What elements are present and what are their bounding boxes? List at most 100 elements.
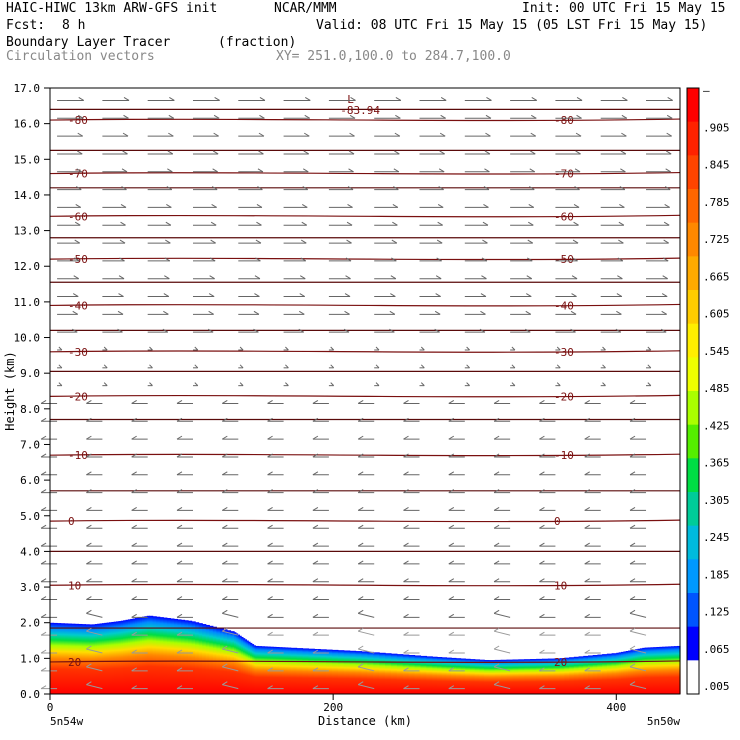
contour-label: -50 (554, 253, 574, 266)
circulation-vector-head (117, 310, 124, 315)
circulation-vector-head (629, 489, 636, 494)
circulation-vector-head (86, 578, 92, 583)
circulation-vector-head (176, 649, 183, 654)
tracer-column (241, 636, 244, 694)
circulation-vector-head (77, 114, 84, 119)
circulation-vector-head (176, 613, 183, 618)
circulation-vector-head (267, 471, 273, 476)
circulation-vector-head (621, 132, 627, 137)
circulation-vector-head (222, 645, 228, 650)
circulation-vector-head (121, 186, 127, 191)
circulation-vector-head (439, 132, 446, 137)
circulation-vector-head (493, 663, 500, 668)
circulation-vector-head (131, 453, 137, 458)
tracer-column (628, 650, 632, 694)
y-tick-label: 3.0 (20, 581, 40, 594)
circulation-vector-head (629, 453, 636, 458)
circulation-vector-head (303, 150, 310, 155)
circulation-vector-head (176, 542, 183, 547)
circulation-vector-head (164, 257, 171, 262)
colorbar-segment (687, 593, 699, 628)
circulation-vector-head (530, 150, 536, 155)
circulation-vector-head (493, 681, 500, 686)
plot-frame (49, 87, 681, 695)
circulation-vector-head (86, 645, 92, 650)
contour-label: 0 (554, 515, 561, 528)
circulation-vector-head (393, 168, 400, 173)
circulation-vector-head (222, 663, 228, 668)
circulation-vector (222, 666, 239, 672)
tracer-column (506, 659, 514, 694)
circulation-vector-head (149, 382, 153, 387)
tracer-column (484, 659, 490, 694)
tracer-column (149, 615, 154, 694)
y-tick-label: 14.0 (14, 189, 41, 202)
circulation-vector-head (539, 400, 545, 404)
tracer-column (343, 650, 351, 694)
tracer-column (647, 647, 652, 694)
tracer-column (547, 658, 555, 694)
colorbar-segment (687, 189, 699, 224)
circulation-vector-head (438, 186, 444, 191)
contour-label: -30 (554, 346, 574, 359)
circulation-vector-head (661, 293, 668, 297)
circulation-vector-head (258, 150, 264, 155)
circulation-vector-head (357, 681, 364, 686)
circulation-vector-head (539, 578, 545, 583)
tracer-column (156, 616, 161, 694)
colorbar-label: .185 (703, 568, 730, 581)
circulation-vector-head (617, 275, 623, 280)
circulation-vector-head (176, 631, 183, 636)
circulation-vector-head (660, 328, 667, 333)
circulation-vector-head (440, 114, 446, 119)
tracer-column (367, 651, 374, 694)
circulation-vector-head (86, 596, 92, 600)
circulation-vector-head (403, 471, 409, 476)
circulation-vector-head (584, 471, 590, 476)
tracer-column (116, 621, 120, 694)
colorbar-label: .725 (703, 233, 730, 246)
min-marker: L (347, 93, 354, 106)
circulation-vector-head (40, 667, 47, 672)
circulation-vector-head (629, 542, 636, 547)
circulation-vector-head (194, 346, 199, 351)
circulation-vector-head (616, 293, 623, 297)
circulation-vector-head (602, 364, 606, 369)
contour-label: -20 (68, 390, 88, 403)
circulation-vector-head (301, 221, 308, 226)
circulation-vector (629, 612, 647, 618)
y-tick-label: 1.0 (20, 652, 40, 665)
circulation-vector-head (436, 257, 442, 262)
circulation-vector-head (584, 667, 590, 672)
circulation-vector-head (131, 578, 137, 583)
circulation-vector-head (40, 506, 47, 511)
circulation-vector (493, 684, 511, 690)
circulation-vector-head (163, 293, 170, 297)
circulation-vector-head (40, 649, 47, 654)
contour-label: -60 (554, 210, 574, 223)
tracer-column (253, 645, 256, 694)
circulation-vector-head (312, 613, 319, 618)
circulation-vector-head (403, 578, 409, 583)
tracer-column (494, 659, 502, 694)
circulation-vector-head (312, 453, 319, 458)
circulation-vector-head (403, 417, 409, 422)
circulation-vector-head (210, 221, 217, 226)
tracer-column (170, 618, 175, 694)
circulation-vector-head (40, 435, 47, 440)
circulation-vector-head (528, 221, 534, 226)
contour-line (49, 519, 681, 523)
circulation-vector-head (629, 471, 636, 476)
colorbar-segment (687, 626, 699, 661)
circulation-vector-head (629, 506, 636, 511)
circulation-vector-head (167, 168, 173, 173)
circulation-vector-head (403, 435, 409, 440)
circulation-vector-head (556, 346, 561, 351)
circulation-vector-head (357, 542, 364, 547)
circulation-vector-head (72, 293, 79, 297)
tracer-column (78, 623, 83, 694)
circulation-vector-head (526, 275, 533, 280)
circulation-vector-head (357, 596, 364, 600)
tracer-column (331, 649, 339, 694)
